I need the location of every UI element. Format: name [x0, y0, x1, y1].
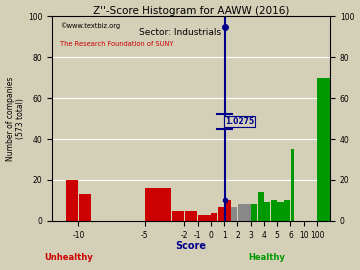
Bar: [317, 78, 330, 221]
Bar: [244, 204, 251, 221]
Title: Z''-Score Histogram for AAWW (2016): Z''-Score Histogram for AAWW (2016): [93, 6, 289, 16]
Bar: [224, 200, 231, 221]
Bar: [145, 188, 158, 221]
Bar: [172, 211, 184, 221]
Bar: [79, 194, 91, 221]
Bar: [278, 202, 284, 221]
Y-axis label: Number of companies
(573 total): Number of companies (573 total): [5, 76, 25, 161]
Bar: [231, 207, 237, 221]
Bar: [198, 215, 211, 221]
Bar: [257, 192, 264, 221]
Bar: [185, 211, 197, 221]
Bar: [284, 200, 290, 221]
Bar: [271, 200, 277, 221]
Text: 1.0275: 1.0275: [225, 117, 255, 126]
Bar: [158, 188, 171, 221]
Text: ©www.textbiz.org: ©www.textbiz.org: [60, 22, 121, 29]
Bar: [218, 207, 224, 221]
Bar: [66, 180, 78, 221]
Bar: [238, 204, 244, 221]
Bar: [264, 202, 270, 221]
X-axis label: Score: Score: [176, 241, 207, 251]
Text: Unhealthy: Unhealthy: [44, 253, 93, 262]
Text: Healthy: Healthy: [248, 253, 285, 262]
Text: The Research Foundation of SUNY: The Research Foundation of SUNY: [60, 41, 174, 47]
Text: Sector: Industrials: Sector: Industrials: [139, 28, 221, 37]
Bar: [211, 213, 217, 221]
Bar: [251, 204, 257, 221]
Bar: [291, 149, 294, 221]
